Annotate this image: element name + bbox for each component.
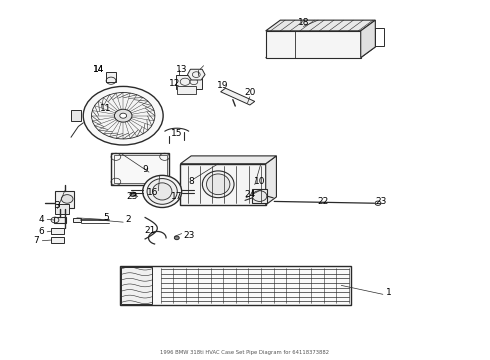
Text: 10: 10 [254,177,266,186]
Polygon shape [180,156,276,164]
Circle shape [115,109,132,122]
Text: 13: 13 [176,65,187,74]
Circle shape [252,191,267,202]
Bar [175,75,202,89]
Text: 22: 22 [318,197,329,206]
Ellipse shape [202,171,234,198]
Text: 1996 BMW 318ti HVAC Case Set Pipe Diagram for 64118373882: 1996 BMW 318ti HVAC Case Set Pipe Diagra… [160,350,330,355]
Polygon shape [188,69,205,80]
Ellipse shape [206,174,230,195]
Bar [375,28,384,46]
Text: 5: 5 [103,213,109,222]
Text: 12: 12 [169,79,180,88]
Text: 3: 3 [54,201,60,210]
Ellipse shape [143,175,182,207]
Ellipse shape [147,179,177,204]
Text: 7: 7 [34,236,39,245]
Text: 2: 2 [125,215,131,224]
Circle shape [120,113,126,118]
Bar [121,267,152,304]
Polygon shape [180,164,266,205]
Circle shape [130,192,136,197]
Bar [54,217,66,223]
Text: 14: 14 [93,65,104,74]
Bar [55,203,69,213]
Circle shape [61,195,73,203]
Polygon shape [266,31,361,58]
Bar [55,191,74,208]
Bar [50,237,64,243]
Text: 14: 14 [93,65,104,74]
Text: 23: 23 [183,231,195,240]
Polygon shape [361,20,375,58]
Polygon shape [220,88,255,105]
Circle shape [92,93,155,139]
Text: 23: 23 [126,192,138,201]
Text: 1: 1 [386,288,392,297]
Text: 6: 6 [39,227,44,236]
Polygon shape [266,47,375,58]
Polygon shape [266,20,375,31]
Text: 17: 17 [171,192,183,201]
Bar [177,86,196,94]
Text: 24: 24 [244,190,255,199]
Text: 21: 21 [144,225,156,234]
Text: 8: 8 [189,177,194,186]
Bar [111,153,170,185]
Ellipse shape [152,183,172,200]
Bar [71,111,81,121]
Bar [73,218,81,222]
Text: 18: 18 [298,18,309,27]
Polygon shape [266,156,276,205]
Text: 19: 19 [218,81,229,90]
Bar [106,72,116,82]
Text: 20: 20 [244,88,256,97]
Text: 16: 16 [147,188,158,197]
Bar [252,189,267,203]
Text: 23: 23 [376,197,387,206]
Text: 9: 9 [142,165,148,174]
Bar [114,156,167,183]
Bar [50,228,64,234]
Text: 11: 11 [100,104,112,113]
Circle shape [174,236,179,240]
Text: 4: 4 [39,215,44,224]
Bar [120,266,351,305]
Text: 15: 15 [171,129,183,138]
Circle shape [83,86,163,145]
